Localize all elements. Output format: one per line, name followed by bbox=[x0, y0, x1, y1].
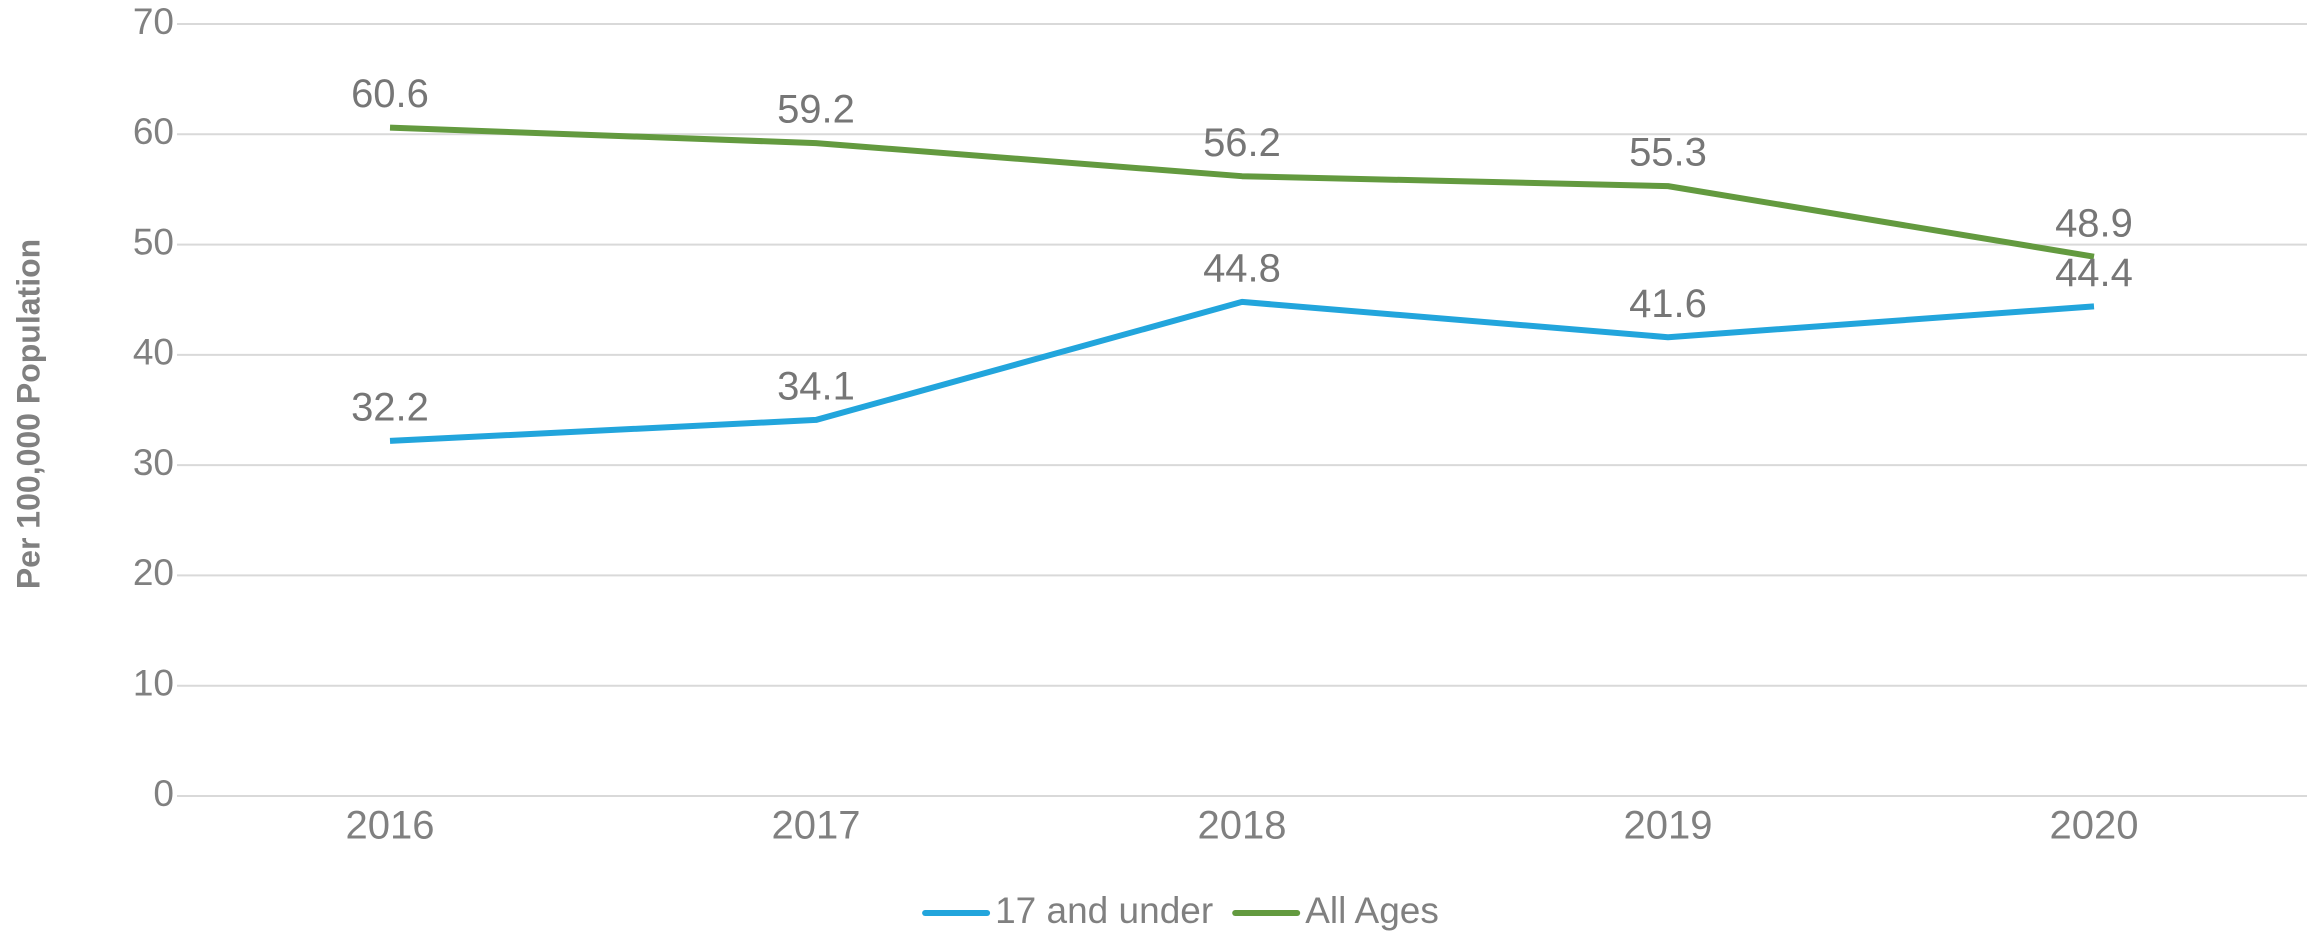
series-line bbox=[389, 298, 2095, 444]
y-tick-label: 40 bbox=[133, 332, 174, 373]
data-label: 56.2 bbox=[1203, 121, 1281, 165]
y-axis-title: Per 100,000 Population bbox=[10, 239, 46, 589]
series-line bbox=[389, 124, 2095, 260]
data-label: 48.9 bbox=[2055, 201, 2133, 245]
y-tick-label: 50 bbox=[133, 221, 174, 262]
data-label: 55.3 bbox=[1629, 131, 1707, 175]
y-tick-label: 70 bbox=[133, 1, 174, 42]
data-label: 60.6 bbox=[351, 72, 429, 116]
data-label: 44.8 bbox=[1203, 246, 1281, 290]
data-label: 41.6 bbox=[1629, 282, 1707, 326]
legend-label: All Ages bbox=[1305, 890, 1439, 931]
x-tick-label: 2020 bbox=[2050, 804, 2139, 848]
x-tick-label: 2018 bbox=[1198, 804, 1287, 848]
y-tick-label: 60 bbox=[133, 111, 174, 152]
x-tick-label: 2017 bbox=[772, 804, 861, 848]
x-tick-label: 2019 bbox=[1624, 804, 1713, 848]
y-tick-label: 0 bbox=[153, 773, 174, 814]
y-tick-label: 20 bbox=[133, 552, 174, 593]
data-label: 59.2 bbox=[777, 88, 855, 132]
data-label: 34.1 bbox=[777, 364, 855, 408]
data-label: 32.2 bbox=[351, 385, 429, 429]
y-tick-label: 10 bbox=[133, 662, 174, 703]
y-tick-label: 30 bbox=[133, 442, 174, 483]
legend-label: 17 and under bbox=[995, 890, 1213, 931]
data-label: 44.4 bbox=[2055, 251, 2133, 295]
x-tick-label: 2016 bbox=[346, 804, 435, 848]
